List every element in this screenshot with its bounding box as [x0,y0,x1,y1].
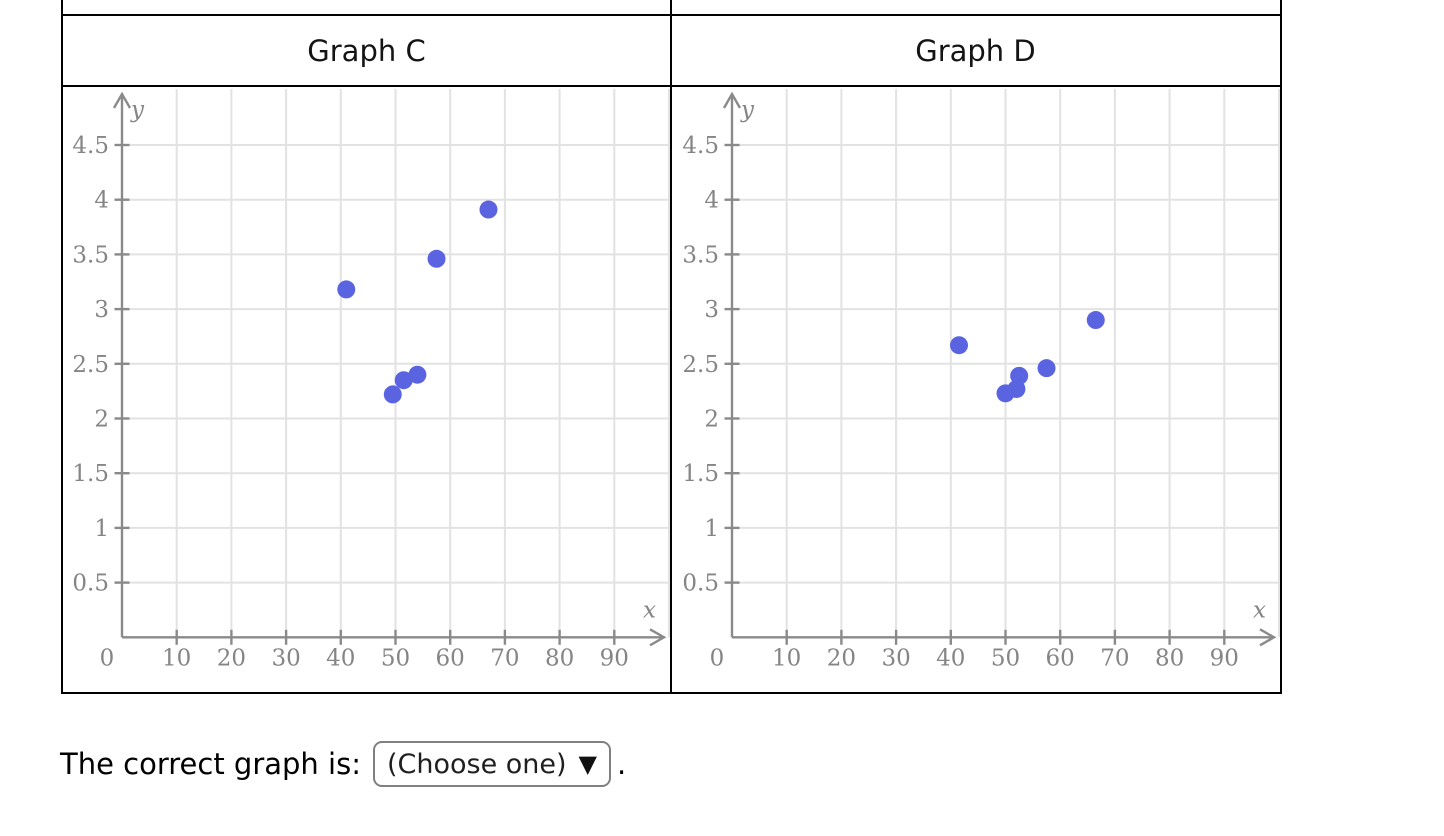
data-point [427,249,446,268]
y-axis-label: y [740,97,755,123]
origin-label: 0 [100,645,115,671]
x-axis-arrow-icon [649,628,667,647]
answer-row: The correct graph is: (Choose one) ▼ . [60,738,626,790]
table-border-middle [670,0,672,694]
x-axis-arrow-icon [1259,628,1277,647]
y-tick-label: 3 [94,297,109,323]
data-point [1010,366,1029,385]
graph-c-plot: y x 10 20 30 40 50 60 70 80 90 0.5 1 1.5 2 2.5 3 3.5 4 4.5 0 [72,89,670,671]
x-tick-label: 80 [1155,645,1184,671]
x-tick-label: 60 [1046,645,1075,671]
table-border-header-sep [61,85,1282,87]
x-tick-label: 20 [217,645,246,671]
y-tick-label: 2 [94,407,109,433]
data-point [479,200,498,219]
y-tick-label: 1 [704,516,719,542]
x-tick-label: 40 [326,645,355,671]
table-border-row-top [61,14,1282,16]
table-border-left [61,0,63,694]
dropdown-selected-value: (Choose one) [386,748,567,780]
y-tick-label: 1 [94,516,109,542]
dropdown-arrow-icon: ▼ [578,750,598,778]
y-tick-label: 4 [94,188,109,214]
x-tick-label: 90 [1210,645,1239,671]
answer-prompt: The correct graph is: [60,747,361,781]
x-tick-label: 60 [436,645,465,671]
x-tick-label: 30 [881,645,910,671]
x-tick-label: 50 [381,645,410,671]
data-point [950,336,969,355]
graph-d-plot: y x 10 20 30 40 50 60 70 80 90 0.5 1 1.5 2 2.5 3 3.5 4 4.5 0 [682,89,1280,671]
x-tick-label: 40 [936,645,965,671]
x-tick-label: 50 [991,645,1020,671]
y-tick-label: 2.5 [682,352,719,378]
graph-d-title: Graph D [915,33,1036,68]
table-border-bottom [61,692,1282,694]
data-point [1086,311,1105,330]
data-point [383,385,402,404]
x-tick-label: 10 [162,645,191,671]
x-tick-label: 90 [600,645,629,671]
data-point [394,371,413,390]
y-axis-label: y [130,97,145,123]
x-tick-label: 10 [772,645,801,671]
y-tick-label: 0.5 [682,571,719,597]
y-axis-arrow-icon [722,91,742,109]
answer-suffix: . [617,747,627,781]
y-tick-label: 3 [704,297,719,323]
y-tick-label: 1.5 [682,461,719,487]
x-axis-label: x [1253,597,1266,623]
y-tick-label: 4.5 [682,133,719,159]
x-axis-label: x [643,597,656,623]
y-axis-arrow-icon [112,91,132,109]
x-tick-label: 70 [490,645,519,671]
data-point [1037,359,1056,378]
y-tick-label: 0.5 [72,571,109,597]
origin-label: 0 [710,645,725,671]
x-tick-label: 20 [827,645,856,671]
y-tick-label: 3.5 [682,242,719,268]
correct-graph-dropdown[interactable]: (Choose one) ▼ [372,741,612,787]
x-tick-label: 30 [271,645,300,671]
y-tick-label: 1.5 [72,461,109,487]
y-tick-label: 4.5 [72,133,109,159]
x-tick-label: 80 [545,645,574,671]
y-tick-label: 4 [704,188,719,214]
y-tick-label: 2.5 [72,352,109,378]
y-tick-label: 3.5 [72,242,109,268]
data-point [408,365,427,384]
table-border-right [1280,0,1282,694]
y-tick-label: 2 [704,407,719,433]
data-point [337,280,356,299]
x-tick-label: 70 [1100,645,1129,671]
graph-c-title: Graph C [307,33,426,68]
